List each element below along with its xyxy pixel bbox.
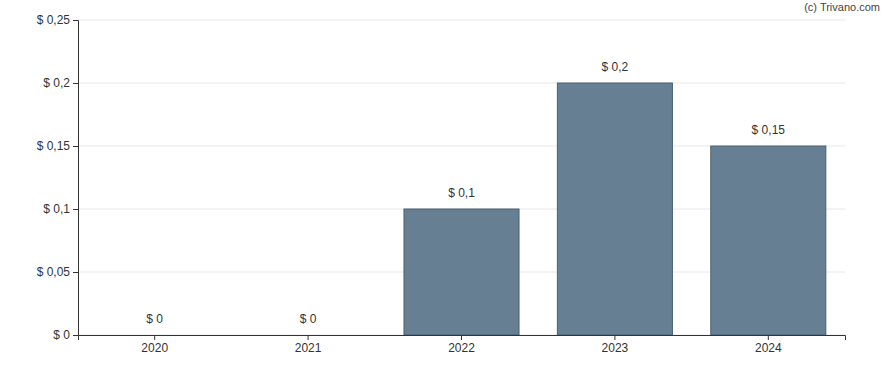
grid-line xyxy=(78,20,845,21)
y-tick: $ 0,1 xyxy=(43,202,78,216)
data-label: $ 0 xyxy=(146,312,163,326)
y-tick-label: $ 0,1 xyxy=(43,202,70,216)
data-label: $ 0,2 xyxy=(602,60,629,74)
x-tick-mark xyxy=(154,335,155,340)
y-tick-label: $ 0,15 xyxy=(37,139,71,153)
bar xyxy=(97,335,212,336)
x-tick: 2024 xyxy=(755,335,782,355)
bars xyxy=(404,83,826,335)
y-tick-mark xyxy=(73,209,78,210)
chart: $ 0$ 0,05$ 0,1$ 0,15$ 0,2$ 0,25202020212… xyxy=(0,0,888,370)
x-tick: 2021 xyxy=(295,335,322,355)
x-tick: 2022 xyxy=(448,335,475,355)
data-label: $ 0 xyxy=(300,312,317,326)
y-tick-mark xyxy=(73,272,78,273)
x-tick-label: 2024 xyxy=(755,341,782,355)
y-tick-mark xyxy=(73,335,78,336)
y-axis: $ 0 $ 0,05 $ 0,1 $ 0,15 $ 0,2 $ 0,25 xyxy=(37,13,79,342)
y-tick-label: $ 0,25 xyxy=(37,13,71,27)
bar xyxy=(404,209,519,335)
y-tick-label: $ 0 xyxy=(53,328,70,342)
x-tick-label: 2023 xyxy=(602,341,629,355)
y-tick: $ 0,2 xyxy=(43,76,78,90)
data-label: $ 0,1 xyxy=(448,186,475,200)
x-tick-label: 2020 xyxy=(141,341,168,355)
x-tick-mark xyxy=(768,335,769,340)
x-tick-label: 2021 xyxy=(295,341,322,355)
x-axis: 2020 2021 2022 2023 2024 xyxy=(79,335,846,355)
x-tick-mark xyxy=(461,335,462,340)
y-tick-mark xyxy=(73,146,78,147)
x-tick-mark xyxy=(614,335,615,340)
y-axis-line xyxy=(73,21,79,336)
x-axis-line xyxy=(79,336,846,341)
x-tick: 2023 xyxy=(602,335,629,355)
bar xyxy=(711,146,826,335)
y-tick: $ 0,15 xyxy=(37,139,78,153)
plot: $ 0$ 0,05$ 0,1$ 0,15$ 0,2$ 0,25202020212… xyxy=(37,13,846,354)
bar xyxy=(557,83,672,335)
data-labels: $ 0 $ 0 $ 0,1 $ 0,2 $ 0,15 xyxy=(146,60,785,326)
x-tick-mark xyxy=(308,335,309,340)
bar xyxy=(251,335,366,336)
y-tick: $ 0 xyxy=(53,328,78,342)
grid-line xyxy=(78,83,845,84)
data-label: $ 0,15 xyxy=(752,123,786,137)
y-tick-label: $ 0,2 xyxy=(43,76,70,90)
y-tick-label: $ 0,05 xyxy=(37,265,71,279)
y-tick-mark xyxy=(73,83,78,84)
x-tick: 2020 xyxy=(141,335,168,355)
x-tick-label: 2022 xyxy=(448,341,475,355)
y-tick-mark xyxy=(73,20,78,21)
credit: (c) Trivano.com xyxy=(804,1,880,13)
y-tick: $ 0,05 xyxy=(37,265,78,279)
grid xyxy=(78,20,845,335)
y-tick: $ 0,25 xyxy=(37,13,78,27)
